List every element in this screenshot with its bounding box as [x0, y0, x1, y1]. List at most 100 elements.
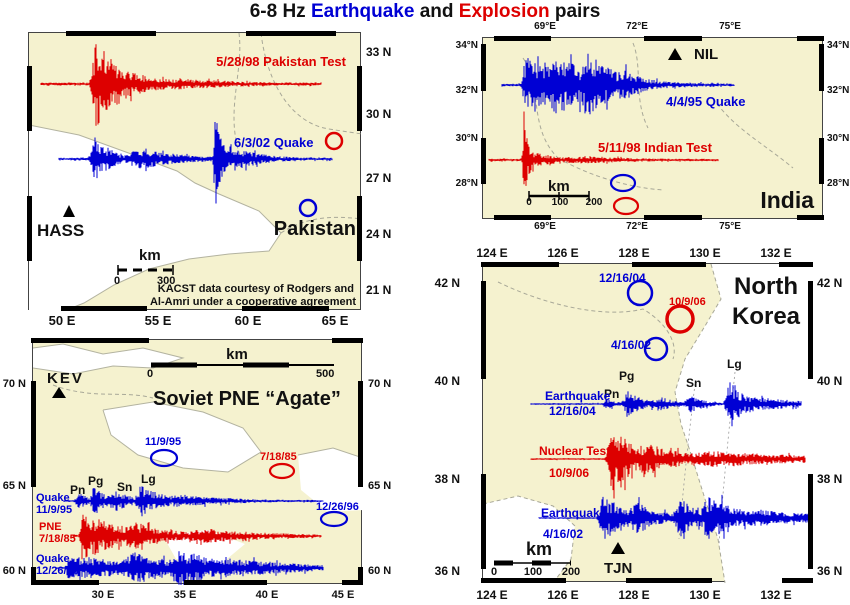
scale-end-label: 300	[157, 275, 176, 287]
quake-epicenter-ellipse	[609, 173, 637, 193]
phase-label-pg: Pg	[88, 474, 104, 488]
station-triangle-nil	[668, 48, 682, 60]
phase-label-lg: Lg	[727, 357, 742, 371]
soviet-panel-title: Soviet PNE “Agate”	[153, 388, 341, 410]
lat-label: 38 N	[434, 472, 460, 486]
lat-label: 27 N	[366, 171, 392, 185]
station-triangle-kev	[52, 387, 66, 398]
lon-label: 35 E	[173, 589, 197, 601]
lat-label: 36 N	[434, 564, 460, 578]
pakistan-quake-label: 6/3/02 Quake	[234, 135, 314, 150]
lon-label: 72°E	[626, 221, 648, 232]
lat-label: 70 N	[2, 378, 26, 390]
trace3-label-line2: 12/26/96	[36, 565, 79, 577]
scale-tick-label: 100	[551, 197, 569, 208]
station-triangle-hass	[63, 205, 75, 217]
pakistan-test-label: 5/28/98 Pakistan Test	[216, 54, 346, 69]
lon-label: 124 E	[476, 588, 508, 602]
scale-tick-label: 0	[526, 197, 532, 208]
country-border	[632, 42, 649, 129]
region-label-pakistan: Pakistan	[273, 218, 356, 240]
quake1-marker-label: 12/16/04	[599, 271, 646, 285]
lon-label: 45 E	[331, 589, 355, 601]
lat-label: 70 N	[368, 378, 392, 390]
lon-label: 126 E	[547, 588, 579, 602]
lat-label: 21 N	[366, 283, 392, 297]
trace2-label-line2: 7/18/85	[39, 533, 76, 545]
country-border	[280, 216, 362, 234]
phase-label-sn: Sn	[117, 480, 133, 494]
lon-label: 75°E	[719, 21, 741, 32]
lat-label: 65 N	[2, 480, 26, 492]
lat-label: 42 N	[817, 276, 843, 290]
country-border	[522, 57, 559, 159]
scale-end-label: 500	[316, 368, 335, 380]
india-map	[488, 42, 794, 216]
nkorea-map-panel: 12/16/04 10/9/06 4/16/02 North Korea Pn …	[481, 262, 813, 583]
trace2-label-line1: PNE	[39, 521, 62, 533]
region-label-line1: North	[734, 273, 798, 300]
station-label-nil: NIL	[694, 46, 719, 63]
pakistan-test-seismogram	[40, 44, 322, 126]
trace3-label-line1: Earthquake	[541, 506, 607, 520]
lon-label: 130 E	[689, 246, 721, 260]
trace2-label-line1: Nuclear Test	[539, 444, 611, 458]
soviet-map-panel: KEV km 0 500 Soviet PNE “Agate” 11/9/95 …	[31, 338, 363, 585]
quake2-marker-label: 4/16/02	[611, 338, 652, 352]
nkorea-test-seismogram	[530, 436, 806, 499]
country-border	[497, 281, 675, 360]
india-map-panel: NIL 4/4/95 Quake 5/11/98 Indian Test km …	[481, 36, 824, 220]
sea-area	[29, 125, 281, 311]
credit-line-2: Al-Amri under a cooperative agreement	[149, 296, 356, 308]
lon-label: 69°E	[534, 221, 556, 232]
explosion-epicenter-ellipse	[612, 196, 640, 216]
lon-label: 132 E	[760, 246, 792, 260]
test-marker-label: 10/9/06	[669, 296, 706, 308]
pakistan-quake-seismogram	[58, 122, 333, 204]
trace2-label-line2: 10/9/06	[549, 466, 590, 480]
lat-label: 28°N	[827, 178, 850, 189]
station-triangle-tjn	[611, 542, 625, 554]
lat-label: 33 N	[366, 45, 392, 59]
credit-line-1: KACST data courtesy of Rodgers and	[157, 283, 354, 295]
lon-label: 132 E	[760, 588, 792, 602]
lat-label: 42 N	[434, 276, 460, 290]
pakistan-map-panel: 5/28/98 Pakistan Test 6/3/02 Quake HASS …	[27, 31, 362, 311]
pakistan-map	[29, 33, 362, 311]
lon-label: 75°E	[719, 221, 741, 232]
lon-label: 128 E	[618, 588, 650, 602]
lat-label: 38 N	[817, 472, 843, 486]
nkorea-quake2-seismogram	[538, 494, 812, 539]
lat-label: 30 N	[366, 107, 392, 121]
country-border	[712, 97, 794, 169]
scale-start-label: 0	[114, 275, 121, 287]
scale-tick-label: 200	[585, 197, 603, 208]
lon-label: 60 E	[234, 313, 262, 328]
sea-area	[298, 448, 363, 512]
scale-unit-label: km	[526, 539, 553, 559]
lat-label: 60 N	[2, 565, 26, 577]
trace3-label-line1: Quake	[36, 553, 70, 565]
region-label-india: India	[760, 187, 814, 213]
pne-epicenter-ellipse	[268, 462, 296, 480]
scale-start-label: 0	[147, 368, 154, 380]
pne-marker-label: 7/18/85	[260, 451, 297, 463]
title-earthquake: Earthquake	[310, 1, 415, 22]
title-prefix: 6-8 Hz	[249, 1, 311, 22]
station-label-tjn: TJN	[604, 560, 633, 577]
lat-label: 32°N	[455, 85, 478, 96]
scale-unit-label: km	[548, 178, 570, 195]
lat-label: 24 N	[366, 227, 392, 241]
coastline	[102, 401, 262, 473]
scale-unit-label: km	[139, 247, 161, 264]
lat-label: 60 N	[368, 565, 392, 577]
sea-area	[103, 402, 261, 472]
coastline	[63, 232, 282, 311]
lon-label: 72°E	[626, 21, 648, 32]
scale-tick-label: 0	[491, 566, 498, 578]
soviet-quake2-seismogram	[55, 551, 324, 585]
title-and: and	[414, 1, 459, 22]
lat-label: 34°N	[827, 40, 850, 51]
lon-label: 69°E	[534, 21, 556, 32]
